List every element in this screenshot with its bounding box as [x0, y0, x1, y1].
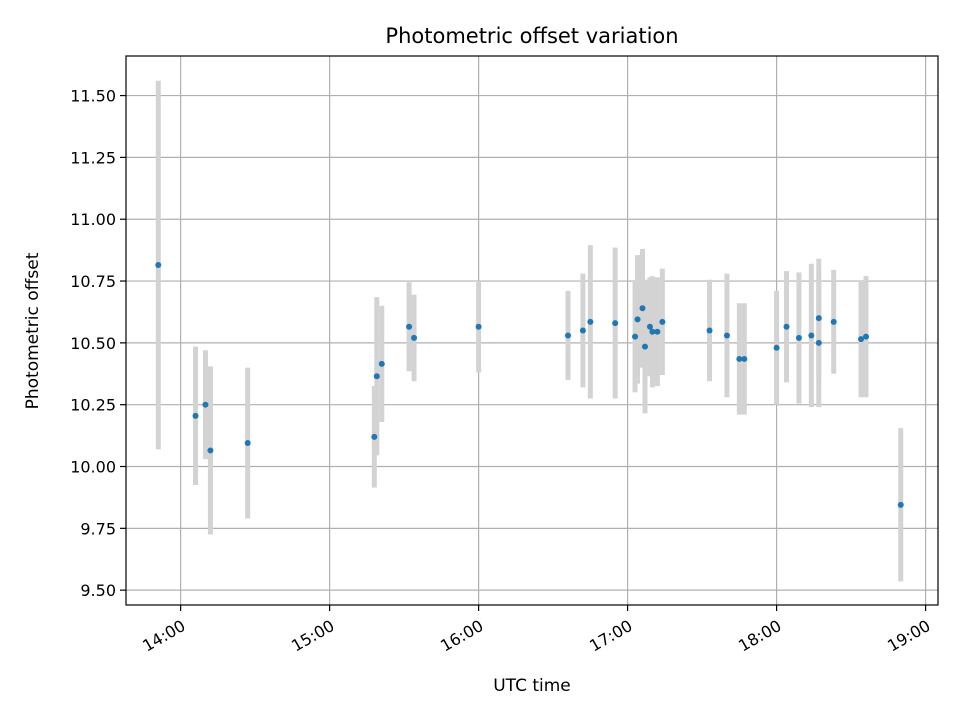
- data-point: [741, 355, 748, 362]
- data-point: [378, 360, 385, 367]
- grid: [126, 56, 938, 605]
- data-point: [612, 320, 619, 327]
- data-points: [155, 261, 904, 508]
- data-point: [646, 323, 653, 330]
- y-tick-label: 11.50: [70, 87, 116, 106]
- y-axis-title: Photometric offset: [23, 252, 43, 409]
- data-point: [858, 336, 865, 343]
- y-axis-ticks: 9.50 9.75 10.00 10.25 10.50 10.75 11.00 11.25 11…: [70, 87, 126, 600]
- data-point: [736, 355, 743, 362]
- y-tick-label: 9.75: [80, 519, 116, 538]
- y-tick-label: 10.00: [70, 458, 116, 477]
- data-point: [639, 305, 646, 312]
- y-tick-label: 10.75: [70, 272, 116, 291]
- data-point: [654, 328, 661, 335]
- data-point: [207, 447, 214, 454]
- data-point: [795, 334, 802, 341]
- data-point: [406, 323, 413, 330]
- y-tick-label: 11.00: [70, 210, 116, 229]
- chart-title: Photometric offset variation: [385, 24, 678, 48]
- data-point: [411, 334, 418, 341]
- data-point: [815, 339, 822, 346]
- data-point: [587, 318, 594, 325]
- y-tick-label: 9.50: [80, 581, 116, 600]
- data-point: [192, 412, 199, 419]
- data-point: [202, 401, 209, 408]
- data-point: [371, 433, 378, 440]
- y-tick-label: 11.25: [70, 148, 116, 167]
- y-tick-label: 10.50: [70, 334, 116, 353]
- data-point: [862, 333, 869, 340]
- data-point: [579, 327, 586, 334]
- data-point: [808, 332, 815, 339]
- data-point: [475, 323, 482, 330]
- data-point: [773, 344, 780, 351]
- data-point: [659, 318, 666, 325]
- data-point: [634, 316, 641, 323]
- data-point: [706, 327, 713, 334]
- plot-frame: [125, 55, 939, 606]
- data-point: [783, 323, 790, 330]
- data-point: [830, 318, 837, 325]
- data-point: [373, 373, 380, 380]
- data-point: [897, 501, 904, 508]
- data-point: [641, 343, 648, 350]
- data-point: [815, 315, 822, 322]
- x-axis-title: UTC time: [493, 676, 571, 696]
- data-point: [632, 333, 639, 340]
- data-point: [244, 440, 251, 447]
- data-point: [649, 328, 656, 335]
- data-point: [565, 332, 572, 339]
- data-point: [155, 261, 162, 268]
- y-tick-label: 10.25: [70, 396, 116, 415]
- data-point: [723, 332, 730, 339]
